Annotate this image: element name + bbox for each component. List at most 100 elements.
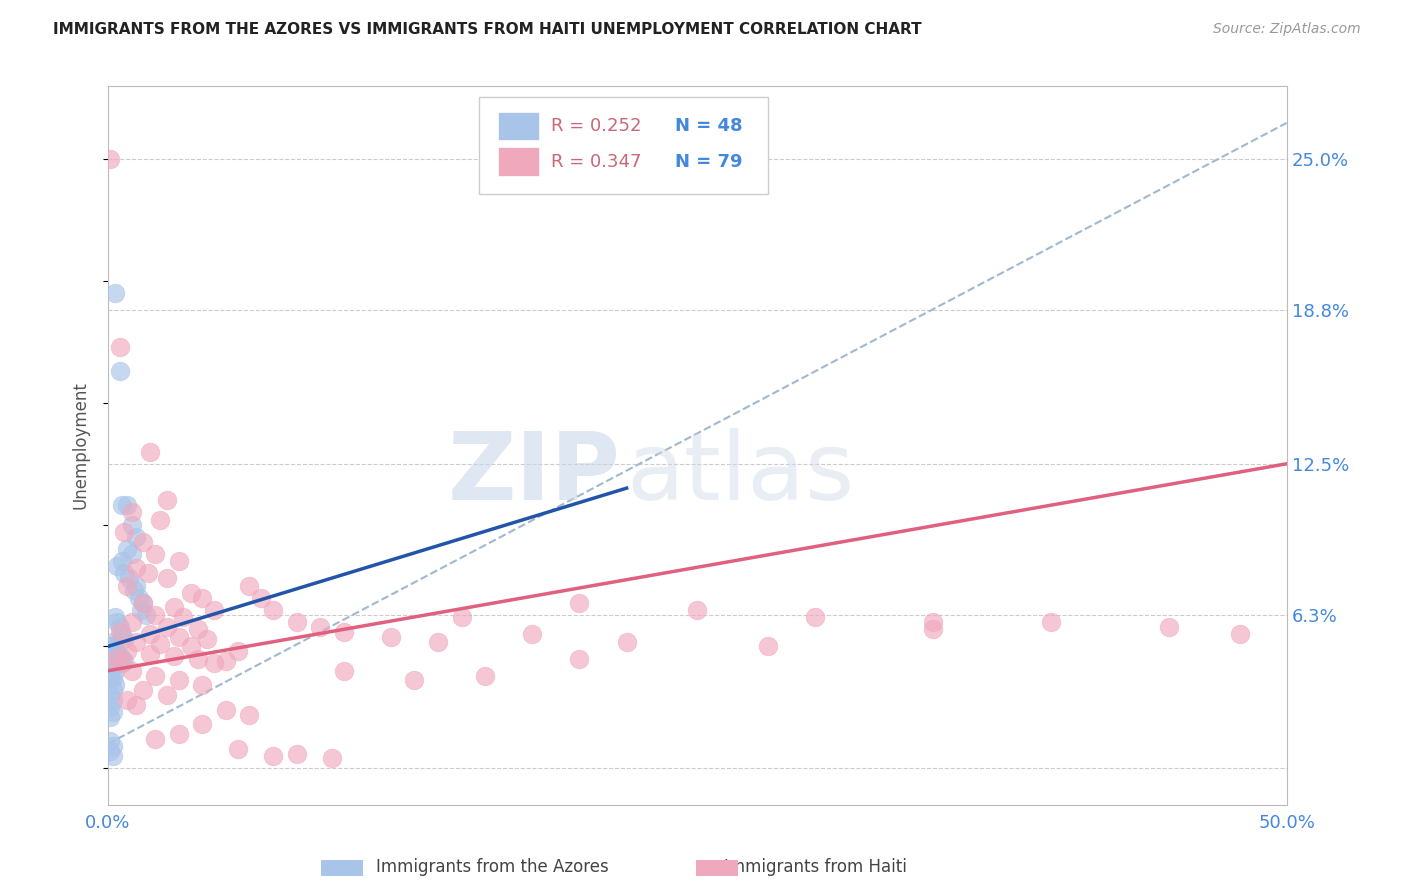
Bar [498, 147, 540, 176]
Point [125, 561, 148, 575]
Point [111, 627, 134, 641]
Point [309, 620, 332, 634]
Point [132, 534, 155, 549]
Point [104, 664, 127, 678]
Point [285, 615, 308, 629]
Point [111, 498, 134, 512]
Text: Immigrants from Haiti: Immigrants from Haiti [724, 858, 907, 876]
Point [115, 644, 138, 658]
Point [262, 603, 284, 617]
Point [114, 524, 136, 539]
Point [108, 340, 131, 354]
Point [139, 444, 162, 458]
Point [321, 751, 343, 765]
Point [149, 637, 172, 651]
Point [125, 634, 148, 648]
Point [139, 627, 162, 641]
Point [250, 591, 273, 605]
Point [128, 591, 150, 605]
Point [156, 571, 179, 585]
Point [108, 620, 131, 634]
Point [125, 698, 148, 712]
Point [132, 683, 155, 698]
Point [172, 610, 194, 624]
Point [404, 673, 426, 688]
Point [191, 678, 214, 692]
Text: Immigrants from the Azores: Immigrants from the Azores [375, 858, 609, 876]
Point [129, 603, 152, 617]
Point [156, 620, 179, 634]
Point [568, 651, 591, 665]
Point [108, 624, 131, 639]
Point [1157, 620, 1180, 634]
Point [332, 664, 354, 678]
Point [98, 700, 121, 714]
Point [167, 554, 190, 568]
Point [167, 630, 190, 644]
Point [104, 644, 127, 658]
Point [107, 559, 129, 574]
Point [1229, 627, 1251, 641]
Point [756, 640, 779, 654]
Point [143, 668, 166, 682]
Point [427, 634, 450, 648]
Point [104, 286, 127, 301]
Point [179, 640, 201, 654]
Point [143, 731, 166, 746]
Point [121, 664, 143, 678]
Point [163, 649, 186, 664]
Point [101, 693, 124, 707]
Point [195, 632, 218, 646]
Point [101, 705, 124, 719]
Point [104, 610, 127, 624]
Point [107, 615, 129, 629]
Bar [479, 97, 768, 194]
Text: R = 0.347: R = 0.347 [551, 153, 641, 170]
Point [135, 607, 157, 622]
Point [215, 703, 238, 717]
Point [125, 530, 148, 544]
Point [450, 610, 472, 624]
Point [285, 747, 308, 761]
Point [187, 651, 209, 665]
Point [104, 651, 127, 665]
Point [101, 640, 124, 654]
Point [114, 654, 136, 668]
Point [121, 506, 143, 520]
Point [238, 707, 260, 722]
Point [226, 741, 249, 756]
Point [156, 688, 179, 702]
Point [114, 632, 136, 646]
Point [332, 624, 354, 639]
Point [108, 649, 131, 664]
Point [179, 586, 201, 600]
Point [101, 749, 124, 764]
Point [98, 688, 121, 702]
Point [139, 647, 162, 661]
Point [108, 364, 131, 378]
Point [143, 607, 166, 622]
Point [474, 668, 496, 682]
Point [191, 591, 214, 605]
Point [101, 739, 124, 754]
Point [156, 493, 179, 508]
Point [115, 578, 138, 592]
Point [149, 513, 172, 527]
Point [121, 615, 143, 629]
Point [111, 657, 134, 671]
Text: atlas: atlas [627, 428, 855, 520]
Point [115, 498, 138, 512]
Point [111, 554, 134, 568]
Point [98, 153, 121, 167]
Point [226, 644, 249, 658]
Y-axis label: Unemployment: Unemployment [72, 382, 89, 509]
Text: N = 79: N = 79 [675, 153, 742, 170]
Text: R = 0.252: R = 0.252 [551, 117, 641, 135]
Point [98, 710, 121, 724]
Point [101, 634, 124, 648]
Bar [498, 112, 540, 140]
Point [804, 610, 827, 624]
Point [167, 727, 190, 741]
Point [115, 541, 138, 556]
Point [215, 654, 238, 668]
